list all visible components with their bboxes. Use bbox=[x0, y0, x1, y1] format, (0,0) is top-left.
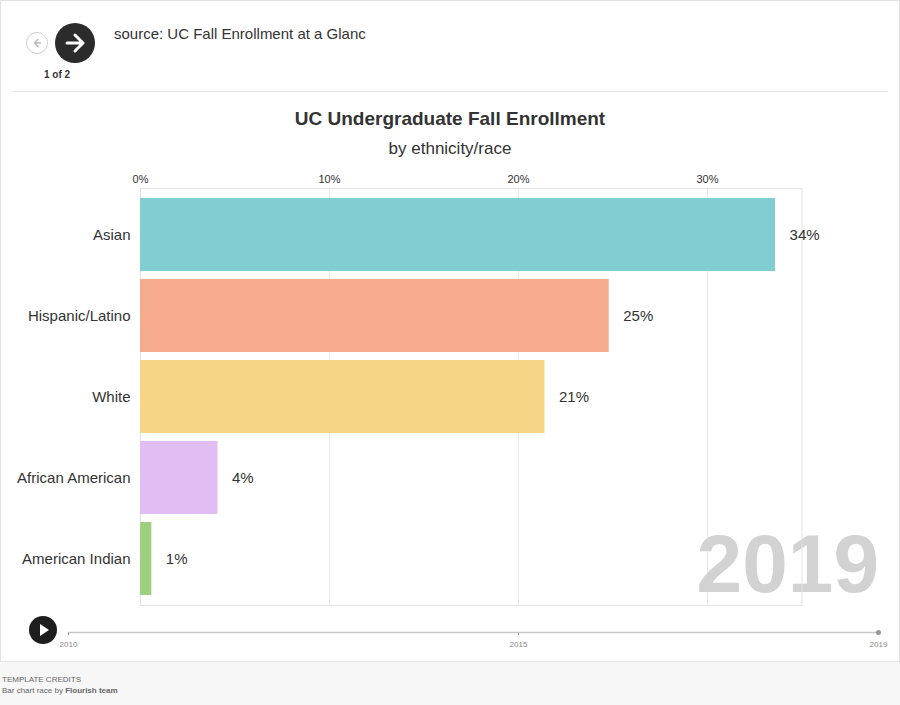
svg-text:30%: 30% bbox=[696, 173, 718, 185]
html-text:TEMPLATE CREDITS: TEMPLATE CREDITS bbox=[2, 675, 81, 684]
html-text:source: UC Fall Enrollment at: source: UC Fall Enrollment at a Glanc bbox=[114, 25, 366, 42]
svg-text:0%: 0% bbox=[133, 173, 149, 185]
svg-text:2010: 2010 bbox=[60, 640, 78, 648]
svg-text:American Indian: American Indian bbox=[22, 550, 130, 567]
svg-text:10%: 10% bbox=[318, 173, 340, 185]
svg-text:Asian: Asian bbox=[93, 226, 131, 243]
svg-text:25%: 25% bbox=[623, 307, 653, 324]
svg-text:4%: 4% bbox=[232, 469, 254, 486]
html-text:Bar chart race by Flourish tea: Bar chart race by Flourish team bbox=[2, 686, 118, 695]
svg-text:2015: 2015 bbox=[510, 640, 528, 648]
html-text:by ethnicity/race: by ethnicity/race bbox=[388, 139, 512, 158]
svg-text:34%: 34% bbox=[790, 226, 820, 243]
svg-text:African American: African American bbox=[17, 469, 130, 486]
svg-text:White: White bbox=[92, 388, 130, 405]
svg-text:21%: 21% bbox=[559, 388, 589, 405]
svg-text:Hispanic/Latino: Hispanic/Latino bbox=[28, 307, 131, 324]
html-text:UC Undergraduate Fall Enrollme: UC Undergraduate Fall Enrollment bbox=[294, 108, 606, 129]
svg-text:1%: 1% bbox=[166, 550, 188, 567]
svg-text:2019: 2019 bbox=[870, 640, 888, 648]
svg-text:20%: 20% bbox=[507, 173, 529, 185]
html-text:1 of 2: 1 of 2 bbox=[43, 69, 71, 80]
svg-text:2019: 2019 bbox=[697, 518, 879, 609]
